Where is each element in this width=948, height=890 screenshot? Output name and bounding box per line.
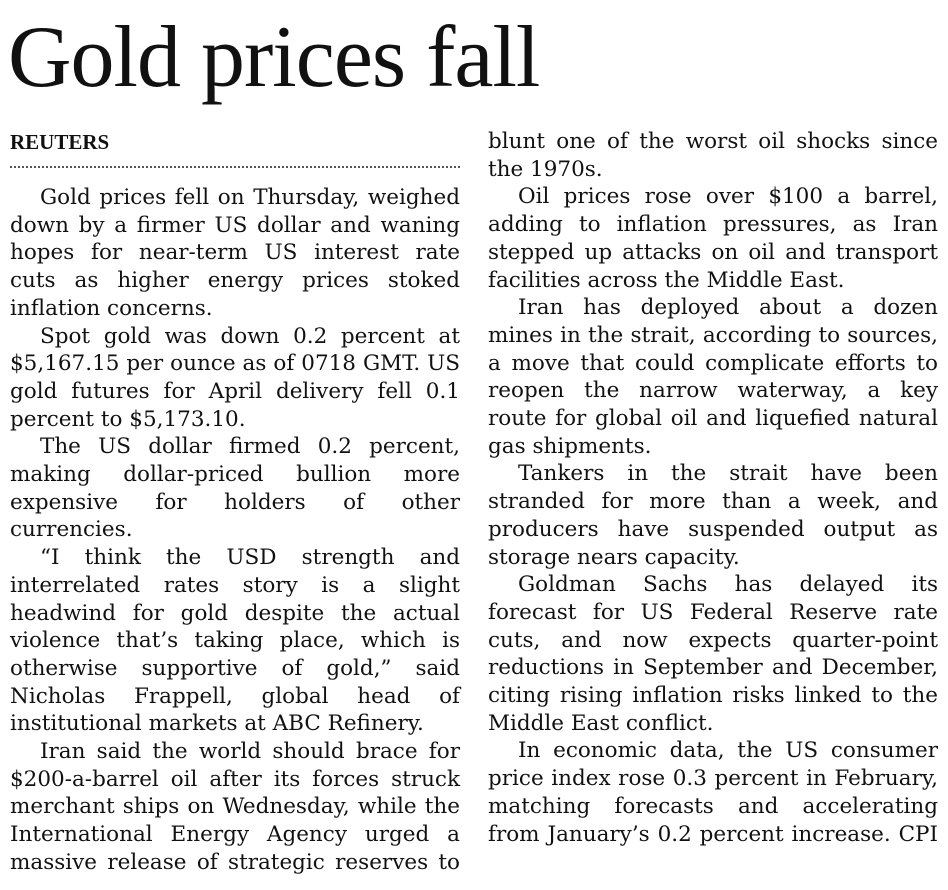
paragraph: Goldman Sachs has delayed its forecast f… (488, 572, 938, 736)
paragraph: Tankers in the strait have been stranded… (488, 461, 938, 570)
paragraph: In economic data, the US consumer price … (488, 738, 938, 847)
paragraph: The US dollar firmed 0.2 percent, making… (10, 434, 460, 543)
byline: REUTERS (10, 128, 460, 168)
paragraph: Iran has deployed about a dozen mines in… (488, 295, 938, 459)
paragraph: Oil prices rose over $100 a barrel, addi… (488, 184, 938, 293)
paragraph: Spot gold was down 0.2 percent at $5,167… (10, 323, 460, 432)
headline: Gold prices fall (8, 9, 540, 106)
paragraph: Gold prices fell on Thursday, weighed do… (10, 185, 460, 321)
paragraph: Iran said the world should brace for $20… (10, 129, 938, 875)
article-body: REUTERS Gold prices fell on Thursday, we… (10, 128, 938, 888)
paragraph: “I think the USD strength and interrelat… (10, 545, 460, 737)
